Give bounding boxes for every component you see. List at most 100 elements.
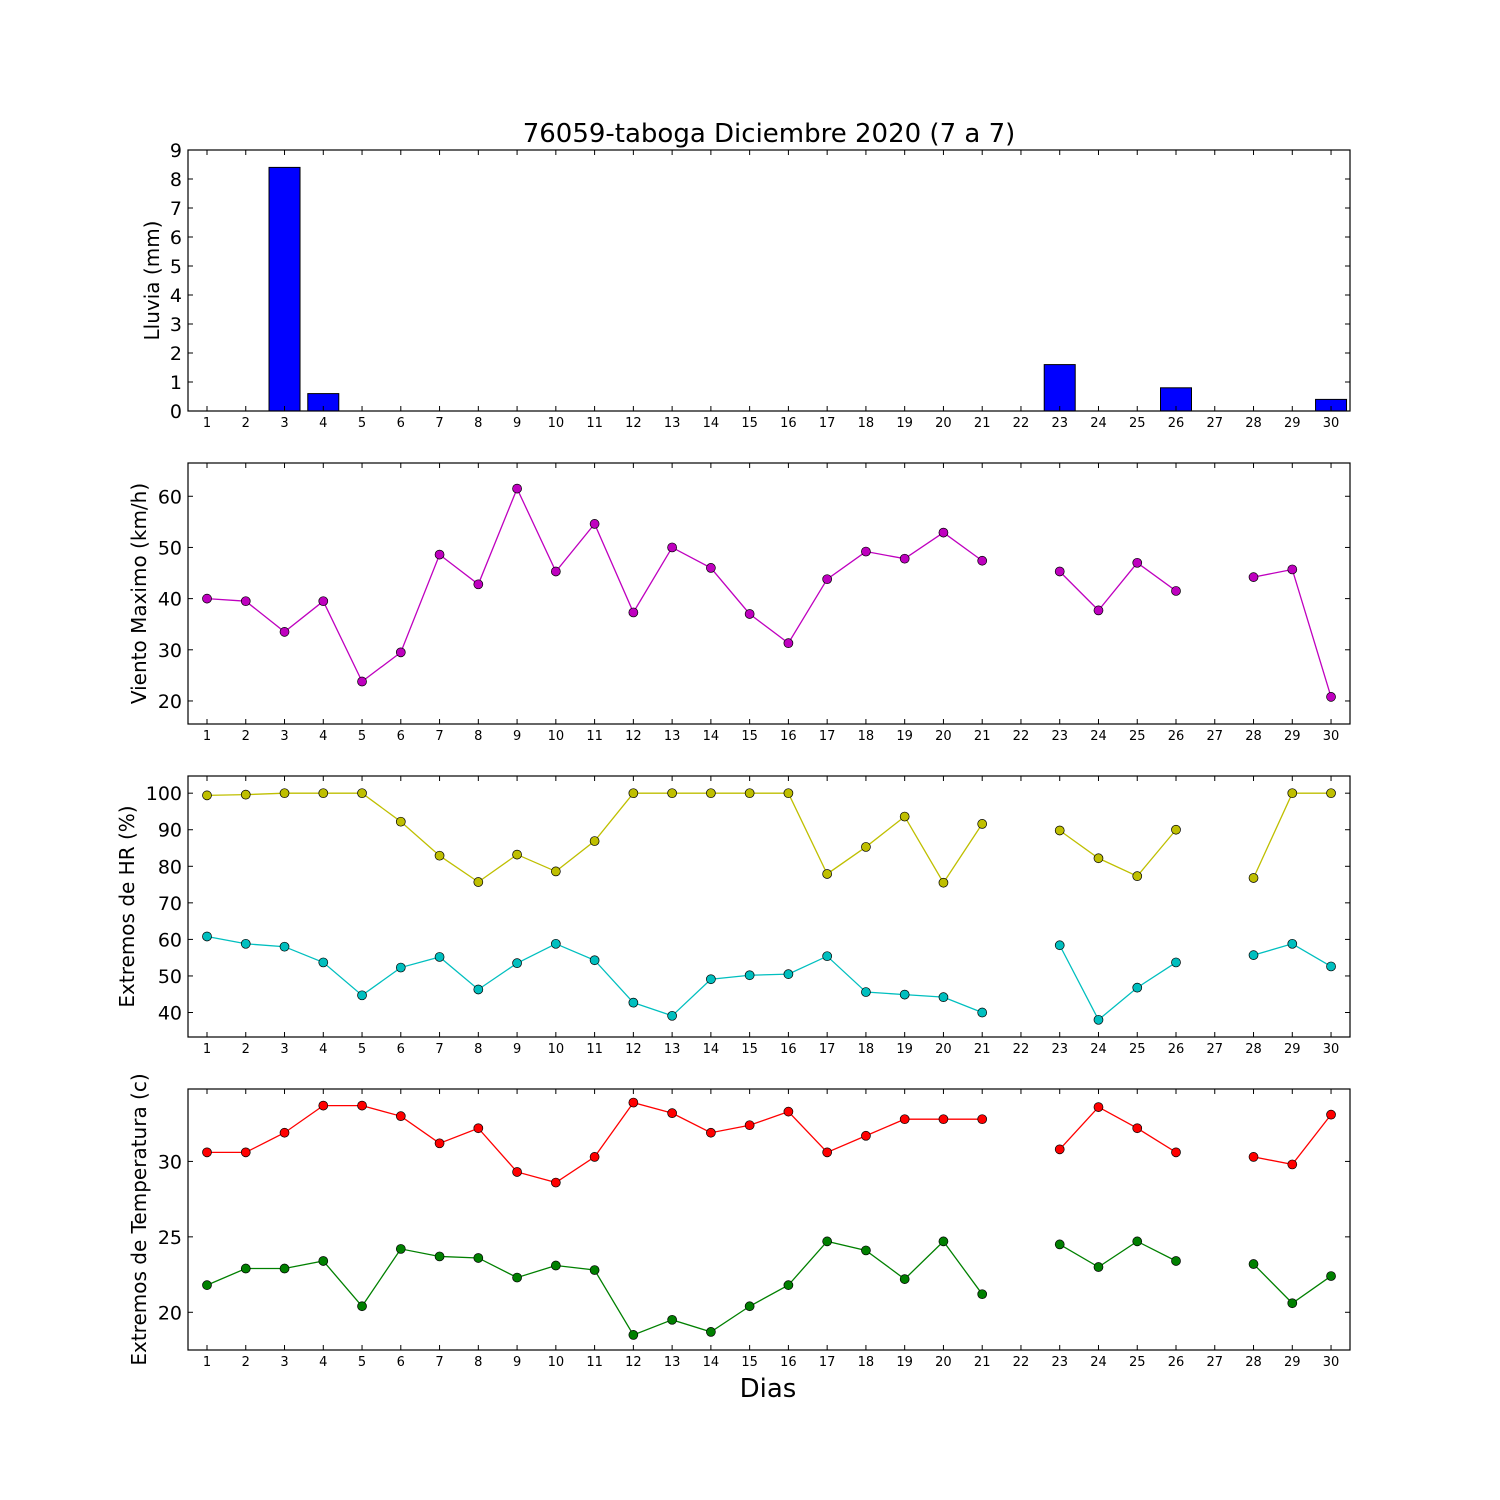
data-point <box>1132 871 1143 882</box>
data-point <box>861 842 871 852</box>
data-point <box>589 519 600 529</box>
rain-bar <box>268 166 301 412</box>
x-tick-label: 28 <box>1245 729 1262 744</box>
x-tick-label: 13 <box>664 416 681 431</box>
x-tick-label: 10 <box>548 729 565 744</box>
x-tick-label: 1 <box>203 1042 211 1057</box>
x-tick-label: 2 <box>242 729 250 744</box>
x-tick-label: 17 <box>819 729 836 744</box>
panel-frame <box>187 462 1351 725</box>
data-point <box>861 1245 871 1256</box>
data-point <box>628 607 639 618</box>
series-line <box>1059 1240 1177 1268</box>
series-line <box>207 1101 983 1184</box>
y-tick-label: 2 <box>170 343 182 365</box>
x-tick-label: 18 <box>858 416 875 431</box>
x-tick-label: 14 <box>703 1042 720 1057</box>
x-tick-label: 2 <box>242 1355 250 1370</box>
x-tick-label: 1 <box>203 416 211 431</box>
data-point <box>706 788 716 799</box>
data-point <box>1132 557 1143 568</box>
x-tick-label: 11 <box>586 1042 603 1057</box>
x-tick-label: 8 <box>474 1355 482 1370</box>
x-tick-label: 27 <box>1206 1042 1223 1057</box>
x-tick-label: 10 <box>548 1042 565 1057</box>
data-point <box>861 987 871 997</box>
y-tick-label: 0 <box>170 401 182 423</box>
y-tick-label: 70 <box>158 893 182 915</box>
x-tick-label: 29 <box>1284 416 1301 431</box>
data-point <box>938 1114 949 1125</box>
data-point <box>1093 853 1104 864</box>
y-tick-label: 50 <box>158 966 182 988</box>
x-tick-label: 20 <box>935 729 952 744</box>
series-line <box>1252 792 1332 879</box>
data-point <box>1171 1147 1181 1158</box>
data-point <box>667 1108 677 1118</box>
x-tick-label: 8 <box>474 729 482 744</box>
data-point <box>861 1130 871 1141</box>
data-point <box>977 1114 988 1125</box>
x-tick-label: 22 <box>1013 729 1030 744</box>
data-point <box>550 866 561 877</box>
x-tick-label: 25 <box>1129 729 1146 744</box>
x-tick-label: 4 <box>319 1042 327 1057</box>
x-tick-label: 16 <box>780 1355 797 1370</box>
data-point <box>357 788 367 799</box>
x-tick-label: 11 <box>586 1355 603 1370</box>
data-point <box>1287 564 1298 575</box>
x-tick-label: 23 <box>1051 1355 1068 1370</box>
data-point <box>318 788 329 799</box>
data-point <box>1171 824 1181 835</box>
data-point <box>938 1236 949 1247</box>
y-tick-label: 20 <box>158 1302 182 1324</box>
x-tick-label: 23 <box>1051 729 1068 744</box>
y-tick-label: 100 <box>146 783 182 805</box>
x-tick-label: 27 <box>1206 416 1223 431</box>
x-tick-label: 17 <box>819 1355 836 1370</box>
data-point <box>977 1289 988 1300</box>
data-point <box>202 593 212 604</box>
x-tick-label: 26 <box>1168 1042 1185 1057</box>
x-tick-label: 4 <box>319 1355 327 1370</box>
data-point <box>550 1177 561 1188</box>
y-axis-label: Extremos de HR (%) <box>115 805 139 1007</box>
data-point <box>202 931 212 942</box>
y-tick-label: 5 <box>170 256 182 278</box>
x-tick-label: 22 <box>1013 416 1030 431</box>
x-tick-label: 26 <box>1168 416 1185 431</box>
data-point <box>357 1100 367 1111</box>
x-tick-label: 24 <box>1090 416 1107 431</box>
x-tick-label: 11 <box>586 729 603 744</box>
x-tick-label: 5 <box>358 1042 366 1057</box>
data-point <box>1132 1123 1143 1134</box>
data-point <box>473 579 484 590</box>
x-tick-label: 7 <box>435 729 443 744</box>
data-point <box>667 1010 677 1021</box>
chart-title: 76059-taboga Diciembre 2020 (7 a 7) <box>523 119 1016 149</box>
data-point <box>318 1100 329 1111</box>
data-point <box>202 790 212 801</box>
data-point <box>899 811 910 822</box>
panel-frame <box>187 775 1351 1038</box>
y-tick-label: 60 <box>158 486 182 508</box>
data-point <box>1093 1102 1104 1112</box>
data-point <box>667 788 677 799</box>
data-point <box>899 1114 910 1125</box>
x-tick-label: 30 <box>1323 416 1340 431</box>
x-tick-label: 13 <box>664 1355 681 1370</box>
x-tick-label: 30 <box>1323 729 1340 744</box>
y-tick-label: 90 <box>158 820 182 842</box>
data-point <box>1054 1239 1065 1250</box>
data-point <box>589 836 600 846</box>
data-point <box>473 1123 484 1134</box>
x-tick-label: 9 <box>513 416 521 431</box>
x-tick-label: 19 <box>896 1355 913 1370</box>
data-point <box>1054 566 1065 577</box>
y-tick-label: 9 <box>170 140 182 162</box>
x-tick-label: 19 <box>896 1042 913 1057</box>
data-point <box>1248 1259 1259 1269</box>
x-tick-label: 24 <box>1090 1042 1107 1057</box>
